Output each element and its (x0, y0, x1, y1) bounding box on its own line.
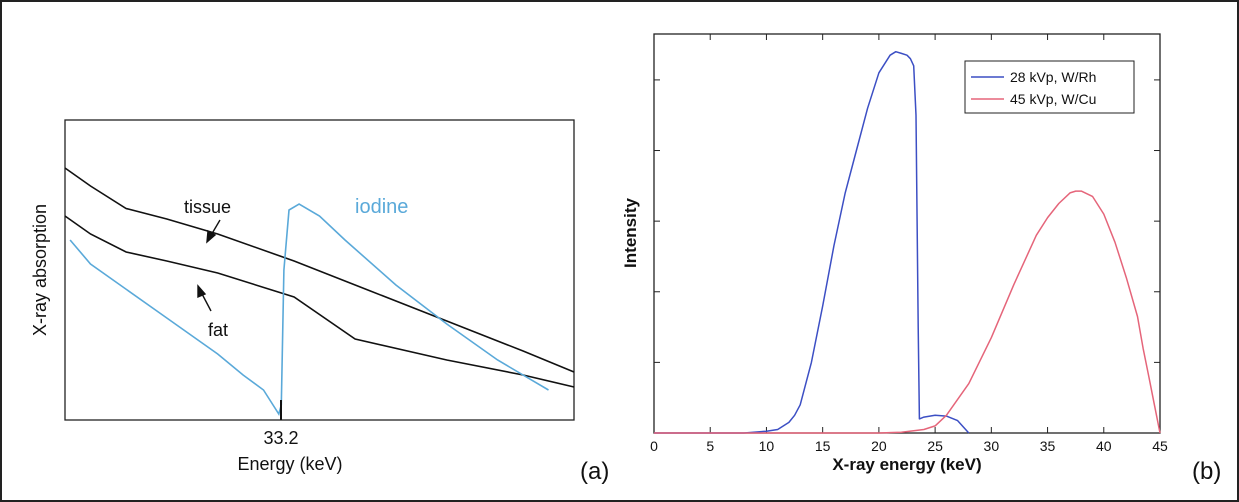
panel-b-ylabel: Intensity (621, 198, 640, 268)
panel-b: 0 5 10 15 20 25 30 35 40 45 X-ray energy (keV) In… (621, 33, 1221, 485)
x-tick-label: 35 (1040, 438, 1056, 454)
iodine-curve (69, 203, 549, 416)
x-tick-label: 5 (706, 438, 714, 454)
panel-a-ylabel: X-ray absorption (30, 204, 50, 336)
spectrum-28kvp-line (654, 50, 970, 434)
panel-a-xtick-label: 33.2 (263, 428, 298, 448)
panel-b-plot-frame (653, 33, 1161, 434)
x-tick-label: 45 (1152, 438, 1168, 454)
panel-b-label: (b) (1192, 458, 1221, 485)
legend-label-45kvp: 45 kVp, W/Cu (1010, 91, 1096, 107)
tissue-curve (64, 167, 575, 373)
legend: 28 kVp, W/Rh 45 kVp, W/Cu (964, 60, 1135, 114)
panel-b-ticks: 0 5 10 15 20 25 30 35 40 45 (650, 34, 1168, 454)
spectrum-45kvp-line (654, 190, 1161, 434)
fat-arrow (197, 284, 212, 312)
panel-b-lines (654, 50, 1161, 434)
legend-label-28kvp: 28 kVp, W/Rh (1010, 69, 1096, 85)
fat-curve (64, 215, 575, 388)
legend-box (964, 60, 1135, 114)
tissue-arrow (206, 219, 221, 244)
fat-annotation: fat (208, 320, 228, 340)
x-tick-label: 40 (1096, 438, 1112, 454)
x-tick-label: 10 (759, 438, 775, 454)
panel-b-xlabel: X-ray energy (keV) (832, 455, 981, 474)
iodine-annotation: iodine (355, 196, 408, 218)
panel-a-xlabel: Energy (keV) (237, 454, 342, 474)
x-tick-label: 0 (650, 438, 658, 454)
tissue-annotation: tissue (184, 197, 231, 217)
x-tick-label: 30 (984, 438, 1000, 454)
panel-a-label: (a) (580, 458, 609, 485)
panel-a-plot-frame (64, 119, 575, 421)
x-tick-label: 15 (815, 438, 831, 454)
x-tick-label: 25 (927, 438, 943, 454)
panel-a-lines (64, 167, 575, 416)
x-tick-label: 20 (871, 438, 887, 454)
panel-a: 33.2 Energy (keV) X-ray absorption tissu… (30, 119, 609, 485)
